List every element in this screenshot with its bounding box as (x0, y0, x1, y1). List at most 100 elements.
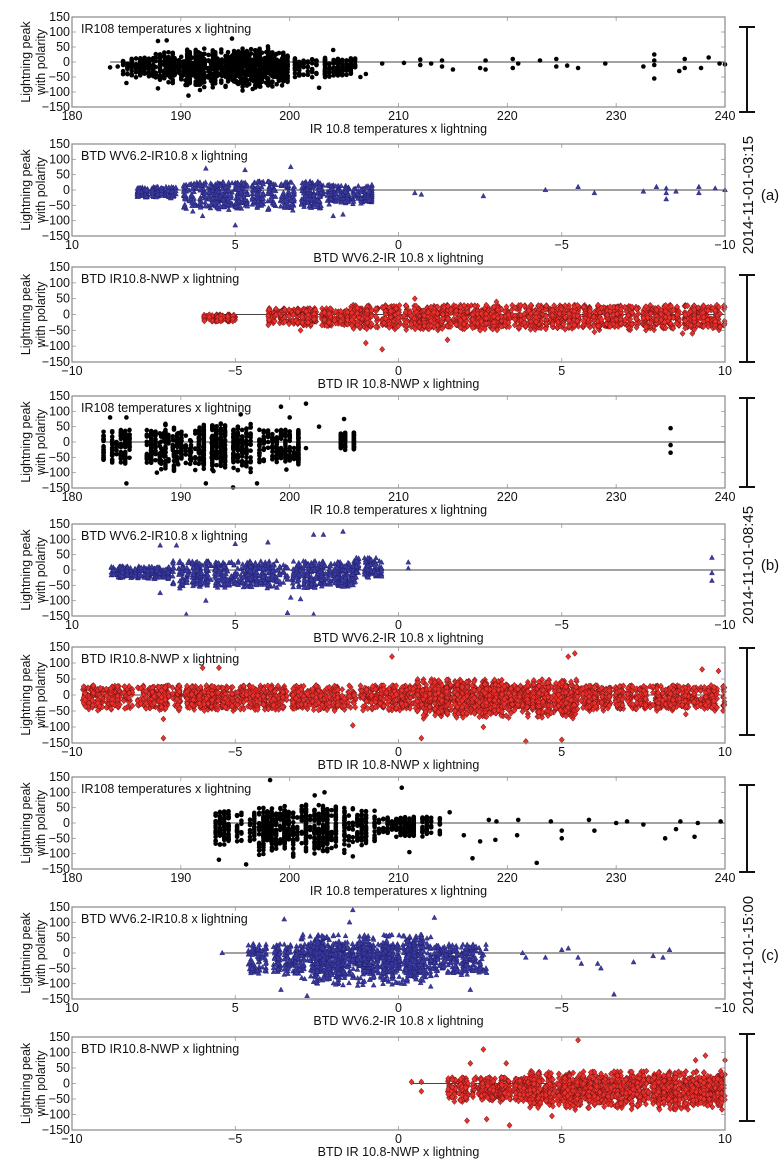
data-point (248, 76, 254, 82)
data-point (314, 71, 319, 77)
data-point (157, 54, 163, 59)
data-point (257, 78, 262, 83)
data-point (133, 74, 139, 80)
data-point (663, 189, 670, 196)
data-point (146, 59, 152, 65)
data-point (133, 62, 139, 68)
x-axis-label: IR 10.8 temperatures x lightning (310, 122, 487, 136)
data-point (292, 56, 298, 61)
data-point (292, 65, 298, 71)
data-point (197, 66, 203, 71)
data-point (138, 58, 143, 63)
data-point (142, 59, 147, 64)
x-tick-label: 240 (715, 109, 736, 123)
data-point (184, 60, 190, 66)
x-tick-label: −5 (228, 364, 242, 378)
y-tick-label: 0 (63, 308, 70, 322)
y-axis-label-line2: with polarity (34, 28, 48, 96)
data-point (483, 67, 488, 72)
y-axis-label: Lightning peak (19, 273, 33, 355)
data-point (164, 38, 169, 43)
data-point (218, 47, 224, 52)
data-point (129, 72, 135, 78)
data-point (663, 185, 670, 191)
x-tick-label: 220 (497, 490, 518, 504)
data-point (335, 57, 341, 63)
data-point (183, 448, 189, 454)
data-point (335, 66, 341, 71)
data-point (401, 60, 407, 66)
x-tick-label: 210 (388, 109, 409, 123)
data-point (344, 62, 349, 68)
data-point (305, 59, 311, 64)
data-point (274, 81, 279, 87)
y-tick-label: −50 (49, 450, 70, 464)
data-point (575, 183, 581, 189)
data-point (129, 68, 135, 74)
data-point (411, 295, 418, 303)
y-tick-label: −100 (42, 339, 70, 353)
data-point (244, 68, 250, 74)
x-tick-label: 240 (715, 490, 736, 504)
data-point (309, 68, 315, 73)
data-point (170, 80, 176, 85)
y-tick-label: 150 (49, 260, 70, 274)
data-point (153, 75, 159, 80)
data-point (161, 58, 167, 64)
data-point (554, 64, 559, 69)
data-point (285, 63, 290, 69)
data-point (297, 326, 304, 334)
data-point (138, 61, 143, 67)
data-point (352, 57, 358, 62)
data-point (184, 47, 190, 52)
data-point (223, 59, 228, 64)
data-point (183, 444, 189, 449)
data-point (696, 183, 702, 189)
data-point (225, 49, 231, 55)
data-point (244, 78, 250, 84)
data-point (183, 460, 189, 466)
data-point (210, 73, 216, 79)
data-point (133, 70, 139, 75)
data-point (280, 52, 286, 57)
data-point (231, 52, 237, 57)
data-point (244, 63, 250, 68)
data-point (575, 65, 581, 71)
data-point (280, 74, 286, 79)
data-point (270, 79, 275, 84)
data-point (142, 70, 147, 76)
data-point (125, 71, 130, 77)
data-point (157, 59, 163, 65)
x-tick-label: −10 (61, 364, 82, 378)
data-point (193, 79, 199, 85)
data-point (153, 55, 159, 61)
data-point (120, 58, 126, 64)
data-point (197, 61, 203, 67)
data-point (206, 73, 211, 78)
y-tick-label: 50 (56, 420, 70, 434)
data-point (564, 63, 570, 68)
data-point (651, 52, 657, 57)
data-point (197, 82, 203, 87)
data-point (257, 69, 262, 75)
data-point (161, 75, 167, 81)
data-point (554, 56, 559, 62)
data-point (274, 74, 279, 80)
data-point (316, 85, 322, 91)
data-point (223, 53, 228, 59)
y-tick-label: 100 (49, 276, 70, 290)
y-tick-label: 0 (63, 183, 70, 197)
data-point (301, 72, 306, 77)
data-point (265, 54, 271, 59)
x-axis-label: BTD IR 10.8-NWP x lightning (318, 377, 480, 391)
x-tick-label: 220 (497, 109, 518, 123)
data-point (327, 65, 332, 70)
data-point (184, 77, 190, 83)
data-point (673, 188, 679, 194)
data-point (146, 66, 152, 72)
x-tick-label: 190 (170, 109, 191, 123)
data-point (330, 47, 336, 53)
data-point (309, 57, 315, 62)
data-point (285, 54, 290, 60)
y-tick-label: 100 (49, 152, 70, 166)
